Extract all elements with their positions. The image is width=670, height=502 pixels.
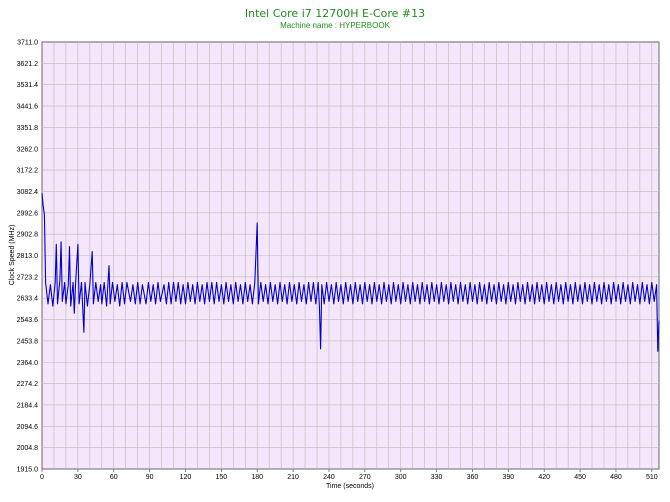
y-tick-label: 2992.6: [17, 210, 39, 217]
y-axis-ticks: 1915.0 2004.8 2094.6 2184.4 2274.2 2364.0 2453…: [17, 40, 39, 474]
y-tick-label: 3621.2: [17, 61, 39, 68]
x-tick-label: 210: [287, 474, 299, 481]
y-tick-label: 2543.6: [17, 317, 39, 324]
x-tick-label: 180: [251, 474, 263, 481]
x-tick-label: 270: [359, 474, 371, 481]
x-tick-label: 360: [467, 474, 479, 481]
y-tick-label: 3441.6: [17, 104, 39, 111]
chart-subtitle: Machine name : HYPERBOOK: [280, 21, 390, 30]
x-tick-label: 480: [610, 474, 622, 481]
x-axis-ticks: 0 30 60 90 120 150 180 210 240 270 300 330 360 390 420…: [40, 469, 658, 481]
y-tick-label: 2723.2: [17, 274, 39, 281]
series-line: [41, 193, 660, 352]
x-tick-label: 150: [216, 474, 228, 481]
y-tick-label: 2453.8: [17, 338, 39, 345]
x-tick-label: 330: [431, 474, 443, 481]
grid: [42, 42, 659, 469]
y-tick-label: 2902.8: [17, 232, 39, 239]
x-tick-label: 240: [323, 474, 335, 481]
y-tick-label: 2274.2: [17, 381, 39, 388]
x-tick-label: 90: [146, 474, 154, 481]
y-tick-label: 3262.0: [17, 146, 39, 153]
x-axis-label: Time (seconds): [326, 483, 374, 490]
x-tick-label: 450: [574, 474, 586, 481]
y-tick-label: 3082.4: [17, 189, 39, 196]
x-tick-label: 30: [74, 474, 82, 481]
x-tick-label: 0: [40, 474, 44, 481]
x-tick-label: 390: [502, 474, 514, 481]
x-tick-label: 300: [395, 474, 407, 481]
y-tick-label: 1915.0: [17, 467, 39, 474]
y-tick-label: 2094.6: [17, 424, 39, 431]
chart-title: Intel Core i7 12700H E-Core #13: [245, 7, 425, 20]
y-tick-label: 3351.8: [17, 125, 39, 132]
y-tick-label: 2813.0: [17, 253, 39, 260]
x-tick-label: 60: [110, 474, 118, 481]
x-tick-label: 420: [538, 474, 550, 481]
y-tick-label: 2184.4: [17, 402, 39, 409]
y-tick-label: 2633.4: [17, 296, 39, 303]
y-tick-label: 3531.4: [17, 82, 39, 89]
y-tick-label: 3711.0: [17, 40, 38, 47]
y-tick-label: 3172.2: [17, 168, 39, 175]
y-tick-label: 2004.8: [17, 445, 39, 452]
x-tick-label: 120: [180, 474, 192, 481]
x-tick-label: 510: [646, 474, 658, 481]
series-group: [41, 193, 660, 352]
y-tick-label: 2364.0: [17, 360, 39, 367]
y-axis-label: Clock Speed (MHz): [9, 225, 16, 286]
